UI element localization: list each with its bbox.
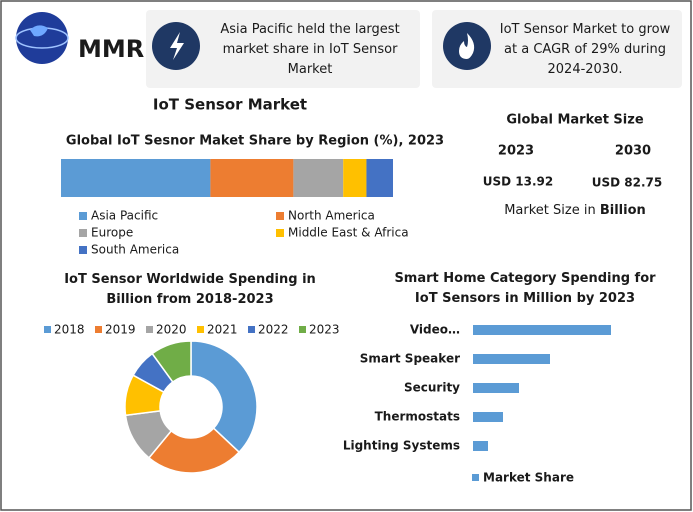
year: 2030 — [615, 144, 651, 159]
bar-segment — [210, 159, 294, 197]
logo-land — [30, 25, 48, 37]
legend-label: North America — [288, 209, 375, 223]
note-unit: Billion — [600, 203, 646, 218]
legend-label: Europe — [91, 226, 133, 240]
legend-label: 2018 — [54, 323, 85, 337]
category-label: Video… — [410, 323, 460, 337]
market-size-note: Market Size in Billion — [504, 203, 646, 218]
legend-swatch — [276, 212, 284, 220]
market-value: USD 82.75 — [592, 176, 662, 190]
legend-swatch — [299, 326, 306, 333]
bar — [473, 441, 488, 451]
year: 2023 — [498, 144, 534, 159]
legend-swatch — [276, 229, 284, 237]
bar — [473, 354, 550, 364]
legend-label: South America — [91, 243, 179, 257]
donut-slice — [151, 340, 192, 383]
category-label: Lighting Systems — [343, 439, 460, 453]
bar — [473, 325, 611, 335]
legend-swatch — [44, 326, 51, 333]
icon-bolt — [170, 32, 184, 60]
bar-segment — [343, 159, 367, 197]
icon-flame — [459, 33, 475, 59]
market-size-title: Global Market Size — [506, 113, 643, 128]
category-label: Smart Speaker — [360, 352, 460, 366]
info-box — [146, 10, 420, 88]
category-label: Thermostats — [375, 410, 460, 424]
chart-title: IoT Sensor Worldwide Spending in Billion… — [64, 272, 316, 307]
legend-label: 2019 — [105, 323, 136, 337]
donut-slice — [190, 340, 258, 454]
chart-title: Smart Home Category Spending for IoT Sen… — [394, 271, 656, 306]
category-label: Security — [404, 381, 460, 395]
logo-globe — [16, 12, 68, 64]
note-text: Market Size in — [504, 203, 596, 218]
legend-swatch — [95, 326, 102, 333]
info-text: IoT Sensor Market to grow at a CAGR of 2… — [499, 22, 671, 77]
legend-swatch — [79, 212, 87, 220]
section-title: IoT Sensor Market — [153, 96, 307, 114]
legend-label: 2020 — [156, 323, 187, 337]
legend-swatch — [248, 326, 255, 333]
bar — [473, 412, 503, 422]
legend-label: 2022 — [258, 323, 289, 337]
legend-swatch — [146, 326, 153, 333]
legend-swatch — [197, 326, 204, 333]
bar-segment — [293, 159, 344, 197]
legend-swatch — [472, 474, 479, 481]
bar-segment — [61, 159, 211, 197]
bar — [473, 383, 519, 393]
icon — [443, 22, 491, 70]
logo-text: MMR — [78, 35, 144, 63]
chart-title: Global IoT Sesnor Maket Share by Region … — [66, 134, 444, 149]
legend-label: 2023 — [309, 323, 340, 337]
legend-label: 2021 — [207, 323, 238, 337]
legend-label: Market Share — [483, 471, 574, 485]
market-value: USD 13.92 — [483, 175, 553, 189]
bar-segment — [366, 159, 393, 197]
legend-swatch — [79, 246, 87, 254]
legend-label: Middle East & Africa — [288, 226, 409, 240]
info-text: Asia Pacific held the largest market sha… — [220, 22, 400, 77]
info-box — [432, 10, 682, 88]
legend-swatch — [79, 229, 87, 237]
legend-label: Asia Pacific — [91, 209, 158, 223]
